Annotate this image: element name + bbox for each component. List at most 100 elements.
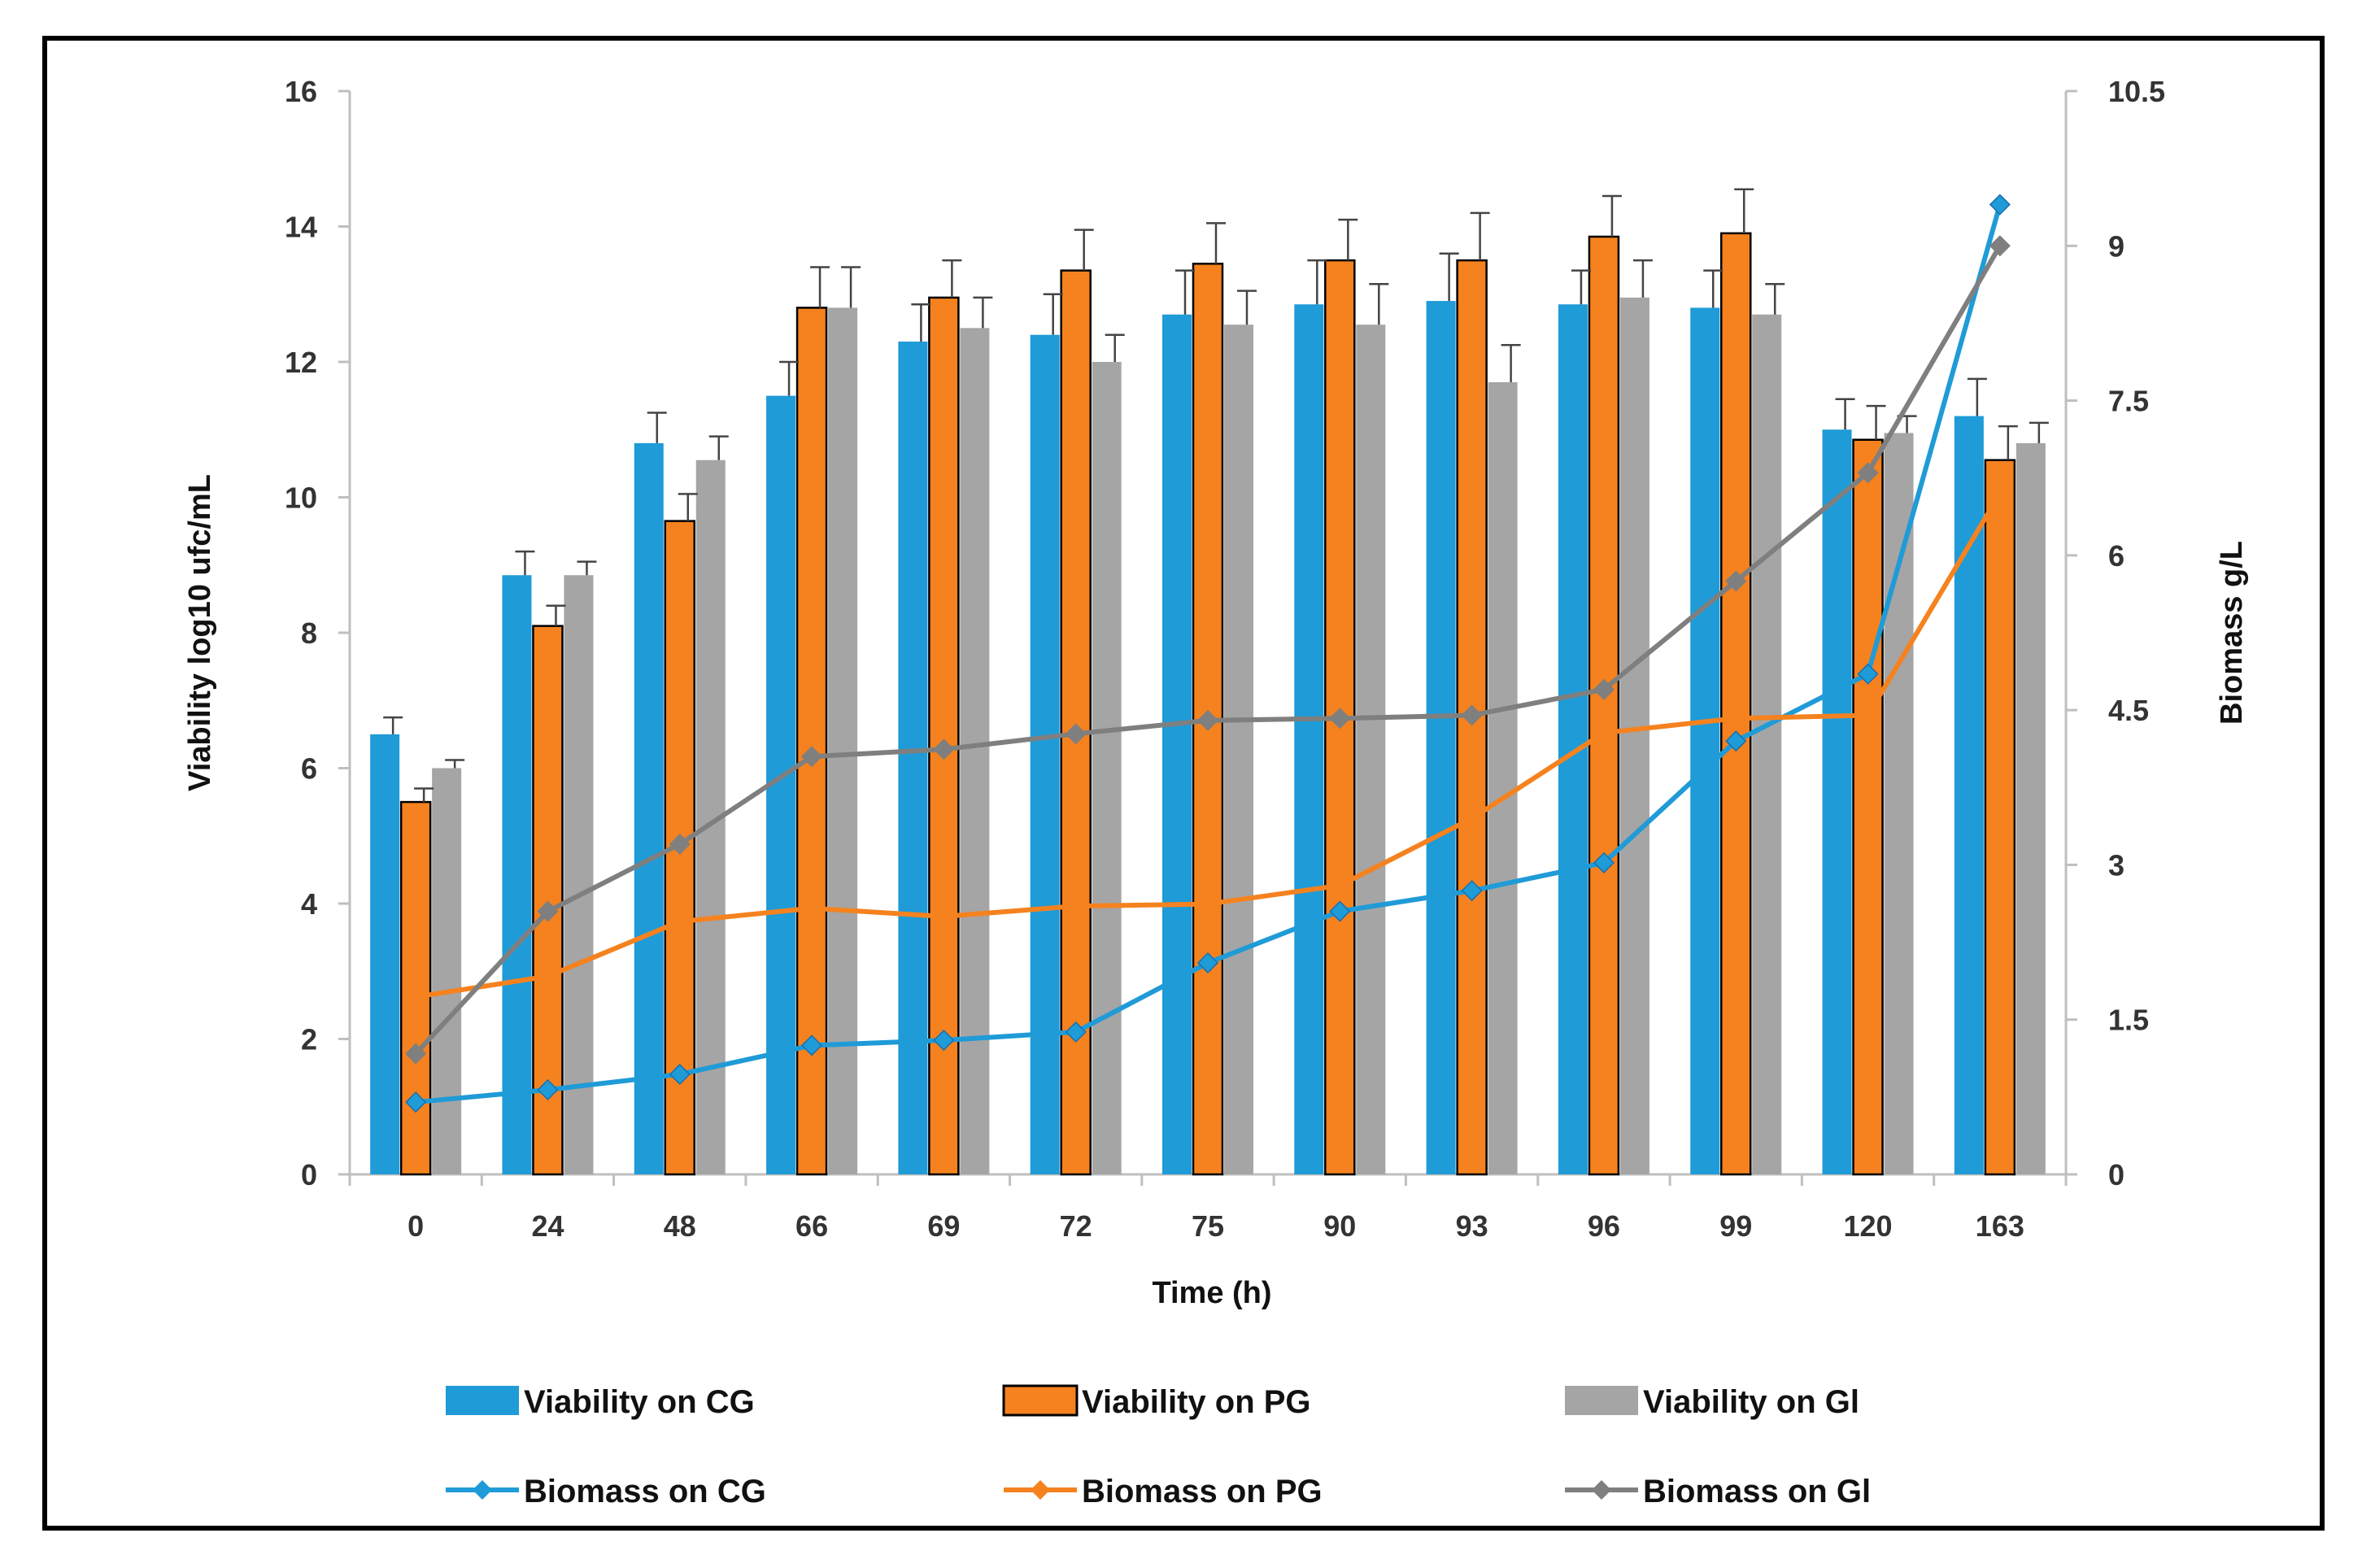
bar	[1619, 297, 1649, 1175]
x-tick-label: 75	[1192, 1209, 1224, 1243]
legend-swatch-bar	[446, 1386, 519, 1415]
legend: Viability on CG Viability on PG Viability …	[446, 1384, 1871, 1509]
data-point	[669, 1063, 691, 1086]
y-left-tick-label: 8	[301, 616, 317, 650]
data-point	[1593, 852, 1615, 873]
bar	[898, 342, 928, 1174]
data-point	[933, 905, 955, 927]
legend-label: Viability on CG	[524, 1384, 755, 1420]
x-tick-label: 66	[795, 1209, 828, 1243]
data-point	[933, 738, 955, 760]
bar	[1092, 362, 1122, 1174]
bar	[795, 307, 828, 1176]
bar	[1162, 314, 1192, 1175]
x-tick-label: 72	[1060, 1209, 1092, 1243]
data-point	[1593, 678, 1615, 700]
bar	[1719, 232, 1752, 1176]
legend-swatch-marker	[473, 1480, 492, 1500]
data-point	[537, 1078, 559, 1101]
data-point	[933, 1030, 955, 1052]
y-right-axis-title: Biomass g/L	[2215, 541, 2249, 725]
bar	[1294, 304, 1324, 1174]
bar	[1984, 459, 2016, 1176]
data-point	[669, 833, 691, 856]
y-right-tick-label: 7.5	[2108, 385, 2149, 418]
data-point	[1857, 462, 1879, 484]
bar	[1588, 235, 1620, 1176]
bar	[370, 734, 400, 1174]
y-right-tick-label: 1.5	[2108, 1004, 2149, 1037]
x-tick-label: 99	[1719, 1209, 1752, 1243]
data-point	[405, 1043, 427, 1065]
data-point	[1329, 874, 1351, 896]
y-left-tick-label: 2	[301, 1023, 317, 1056]
x-tick-label: 48	[664, 1209, 696, 1243]
x-tick-label: 24	[531, 1209, 564, 1243]
bar	[1356, 324, 1386, 1174]
error-bars-layer	[383, 188, 2049, 803]
legend-swatch-marker	[1592, 1480, 1611, 1500]
bar	[1030, 334, 1060, 1175]
y-left-tick-label: 14	[285, 211, 317, 244]
data-point	[1593, 721, 1615, 744]
data-point	[1989, 235, 2011, 257]
legend-label: Viability on PG	[1082, 1384, 1311, 1420]
bar	[2016, 442, 2046, 1174]
data-point	[1329, 708, 1351, 730]
data-point	[801, 1034, 823, 1056]
legend-swatch-bar	[1002, 1384, 1079, 1417]
bar	[432, 768, 462, 1174]
bar	[1224, 324, 1253, 1174]
data-point	[1725, 730, 1747, 752]
x-tick-label: 120	[1843, 1209, 1892, 1243]
y-right-tick-label: 10.5	[2108, 75, 2165, 108]
bar	[1426, 301, 1456, 1175]
bar	[1822, 429, 1852, 1174]
data-point	[1196, 709, 1219, 731]
y-left-tick-label: 10	[285, 481, 317, 515]
bar	[960, 328, 990, 1174]
lines-layer	[405, 194, 2011, 1113]
bar	[634, 442, 664, 1174]
data-point	[1196, 893, 1219, 915]
data-point	[1329, 900, 1351, 922]
x-tick-label: 93	[1456, 1209, 1488, 1243]
legend-label: Biomass on Gl	[1643, 1474, 1871, 1509]
x-tick-label: 163	[1976, 1209, 2024, 1243]
data-point	[1065, 723, 1087, 745]
data-point	[405, 986, 427, 1008]
y-right-tick-label: 4.5	[2108, 694, 2149, 727]
data-point	[801, 746, 823, 768]
y-left-tick-label: 16	[285, 75, 317, 108]
data-point	[537, 965, 559, 987]
legend-label: Viability on Gl	[1643, 1384, 1859, 1420]
bar	[1690, 307, 1720, 1174]
y-right-tick-label: 9	[2108, 229, 2124, 263]
x-tick-label: 69	[927, 1209, 960, 1243]
bar	[1752, 314, 1782, 1175]
y-left-tick-label: 4	[301, 887, 317, 921]
data-point	[1725, 570, 1747, 592]
data-point	[1857, 704, 1879, 726]
data-point	[537, 900, 559, 922]
bar	[928, 296, 960, 1176]
y-right-tick-label: 6	[2108, 539, 2124, 573]
legend-swatch-marker	[1031, 1480, 1050, 1500]
data-point	[1065, 895, 1087, 917]
data-point	[1857, 663, 1879, 685]
data-point	[1725, 708, 1747, 730]
y-right-tick-label: 3	[2108, 848, 2124, 882]
bar	[564, 575, 594, 1174]
bar	[1852, 438, 1884, 1176]
bar	[1558, 304, 1588, 1174]
y-left-tick-label: 0	[301, 1158, 317, 1191]
data-point	[1461, 704, 1483, 726]
x-tick-label: 90	[1323, 1209, 1356, 1243]
legend-label: Biomass on CG	[524, 1474, 766, 1509]
data-point	[1461, 880, 1483, 902]
y-left-axis-title: Viability log10 ufc/mL	[183, 474, 217, 791]
bar	[1488, 381, 1518, 1175]
data-point	[669, 911, 691, 933]
x-axis-title: Time (h)	[1152, 1276, 1271, 1310]
